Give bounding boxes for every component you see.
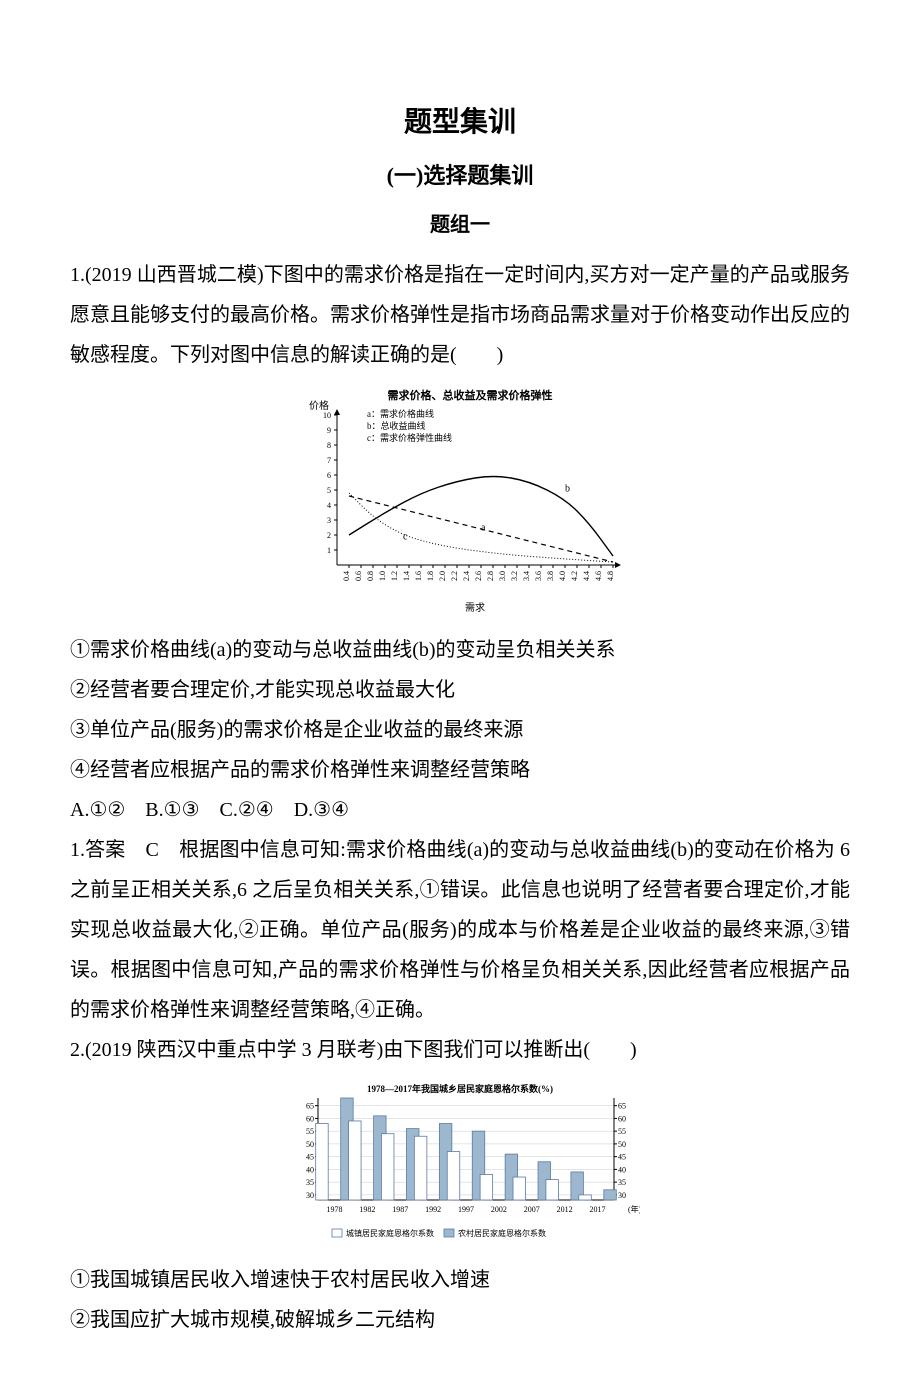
svg-text:5: 5	[327, 486, 331, 495]
svg-text:3: 3	[327, 516, 331, 525]
svg-text:c：需求价格弹性曲线: c：需求价格弹性曲线	[367, 432, 452, 443]
section-title: (一)选择题集训	[70, 158, 850, 190]
svg-text:2.2: 2.2	[450, 571, 459, 581]
q1-opt4: ④经营者应根据产品的需求价格弹性来调整经营策略	[70, 750, 850, 790]
svg-text:b：总收益曲线: b：总收益曲线	[367, 420, 426, 431]
q1-choices: A.①② B.①③ C.②④ D.③④	[70, 790, 850, 830]
q1-opt2: ②经营者要合理定价,才能实现总收益最大化	[70, 670, 850, 710]
svg-text:60: 60	[618, 1114, 626, 1123]
svg-text:2.0: 2.0	[438, 571, 447, 581]
q2-stem: 2.(2019 陕西汉中重点中学 3 月联考)由下图我们可以推断出( )	[70, 1030, 850, 1070]
svg-text:城镇居民家庭恩格尔系数: 城镇居民家庭恩格尔系数	[346, 1228, 434, 1238]
svg-text:30: 30	[306, 1191, 314, 1200]
svg-text:2017: 2017	[590, 1205, 606, 1214]
svg-text:60: 60	[306, 1114, 314, 1123]
svg-text:35: 35	[306, 1178, 314, 1187]
svg-text:1978—2017年我国城乡居民家庭恩格尔系数(%): 1978—2017年我国城乡居民家庭恩格尔系数(%)	[367, 1083, 553, 1094]
svg-text:8: 8	[327, 441, 331, 450]
svg-text:45: 45	[306, 1153, 314, 1162]
svg-text:1.0: 1.0	[378, 571, 387, 581]
svg-text:2002: 2002	[491, 1205, 507, 1214]
svg-text:3.8: 3.8	[546, 571, 555, 581]
svg-text:40: 40	[306, 1165, 314, 1174]
group-title: 题组一	[70, 208, 850, 237]
svg-text:3.2: 3.2	[510, 571, 519, 581]
svg-text:1.4: 1.4	[402, 571, 411, 581]
q1-opt3: ③单位产品(服务)的需求价格是企业收益的最终来源	[70, 710, 850, 750]
svg-text:农村居民家庭恩格尔系数: 农村居民家庭恩格尔系数	[458, 1228, 546, 1238]
svg-text:2012: 2012	[557, 1205, 573, 1214]
svg-text:40: 40	[618, 1165, 626, 1174]
svg-text:4.8: 4.8	[606, 571, 615, 581]
svg-text:2.6: 2.6	[474, 571, 483, 581]
svg-text:4.0: 4.0	[558, 571, 567, 581]
svg-text:1.6: 1.6	[414, 571, 423, 581]
svg-text:c: c	[403, 532, 408, 543]
svg-text:2: 2	[327, 531, 331, 540]
svg-text:55: 55	[306, 1127, 314, 1136]
page-title: 题型集训	[70, 100, 850, 140]
svg-text:2007: 2007	[524, 1205, 540, 1214]
svg-text:1.8: 1.8	[426, 571, 435, 581]
svg-text:3.6: 3.6	[534, 571, 543, 581]
chart1-svg: 需求价格、总收益及需求价格弹性价格123456789100.40.60.81.0…	[295, 385, 625, 615]
svg-text:0.6: 0.6	[354, 571, 363, 581]
q1-answer: 1.答案 C 根据图中信息可知:需求价格曲线(a)的变动与总收益曲线(b)的变动…	[70, 830, 850, 1030]
svg-text:1997: 1997	[458, 1205, 474, 1214]
svg-text:a：需求价格曲线: a：需求价格曲线	[367, 408, 434, 419]
chart2-container: 1978—2017年我国城乡居民家庭恩格尔系数(%) 30 30 35 35 40 40 45…	[70, 1080, 850, 1250]
svg-text:4.6: 4.6	[594, 571, 603, 581]
svg-text:1987: 1987	[392, 1205, 408, 1214]
svg-text:9: 9	[327, 426, 331, 435]
svg-text:3.4: 3.4	[522, 571, 531, 581]
svg-text:50: 50	[618, 1140, 626, 1149]
svg-text:4: 4	[327, 501, 331, 510]
svg-text:2.4: 2.4	[462, 571, 471, 581]
q2-opt2: ②我国应扩大城市规模,破解城乡二元结构	[70, 1300, 850, 1340]
chart2-svg: 1978—2017年我国城乡居民家庭恩格尔系数(%) 30 30 35 35 40 40 45…	[280, 1080, 640, 1245]
svg-text:1.2: 1.2	[390, 571, 399, 581]
svg-text:7: 7	[327, 456, 331, 465]
svg-text:1978: 1978	[326, 1205, 342, 1214]
svg-text:需求: 需求	[465, 602, 485, 614]
svg-text:45: 45	[618, 1153, 626, 1162]
svg-text:6: 6	[327, 471, 331, 480]
q1-opt1: ①需求价格曲线(a)的变动与总收益曲线(b)的变动呈负相关关系	[70, 630, 850, 670]
svg-text:2.8: 2.8	[486, 571, 495, 581]
q1-stem: 1.(2019 山西晋城二模)下图中的需求价格是指在一定时间内,买方对一定产量的…	[70, 255, 850, 375]
svg-text:10: 10	[323, 411, 331, 420]
svg-text:1982: 1982	[359, 1205, 375, 1214]
svg-text:4.2: 4.2	[570, 571, 579, 581]
svg-text:a: a	[481, 523, 486, 534]
q2-opt1: ①我国城镇居民收入增速快于农村居民收入增速	[70, 1260, 850, 1300]
svg-text:30: 30	[618, 1191, 626, 1200]
svg-text:35: 35	[618, 1178, 626, 1187]
chart1-container: 需求价格、总收益及需求价格弹性价格123456789100.40.60.81.0…	[70, 385, 850, 620]
svg-text:需求价格、总收益及需求价格弹性: 需求价格、总收益及需求价格弹性	[388, 388, 553, 402]
svg-text:3.0: 3.0	[498, 571, 507, 581]
svg-text:(年): (年)	[628, 1204, 640, 1214]
svg-text:65: 65	[306, 1102, 314, 1111]
svg-text:55: 55	[618, 1127, 626, 1136]
svg-text:1: 1	[327, 546, 331, 555]
svg-text:b: b	[565, 484, 570, 495]
svg-text:0.8: 0.8	[366, 571, 375, 581]
svg-text:0.4: 0.4	[342, 571, 351, 581]
svg-text:65: 65	[618, 1102, 626, 1111]
svg-text:4.4: 4.4	[582, 571, 591, 581]
svg-text:1992: 1992	[425, 1205, 441, 1214]
svg-text:50: 50	[306, 1140, 314, 1149]
